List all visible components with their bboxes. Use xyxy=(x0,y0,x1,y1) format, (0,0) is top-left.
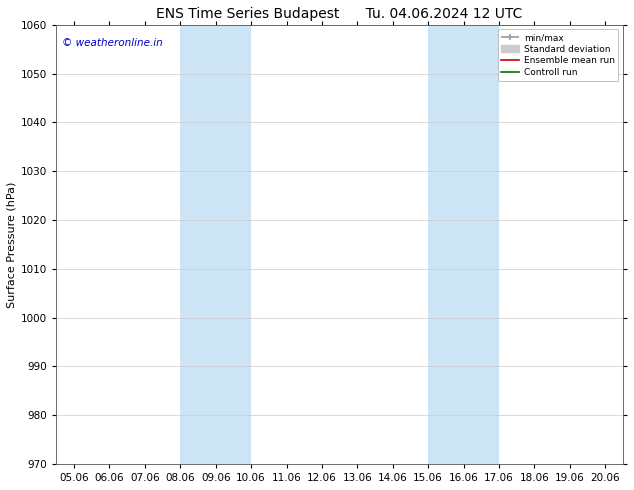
Legend: min/max, Standard deviation, Ensemble mean run, Controll run: min/max, Standard deviation, Ensemble me… xyxy=(498,29,618,81)
Bar xyxy=(463,25,499,464)
Bar xyxy=(180,25,216,464)
Y-axis label: Surface Pressure (hPa): Surface Pressure (hPa) xyxy=(7,181,17,308)
Bar xyxy=(428,25,463,464)
Bar xyxy=(216,25,251,464)
Title: ENS Time Series Budapest      Tu. 04.06.2024 12 UTC: ENS Time Series Budapest Tu. 04.06.2024 … xyxy=(157,7,523,21)
Text: © weatheronline.in: © weatheronline.in xyxy=(62,38,163,48)
